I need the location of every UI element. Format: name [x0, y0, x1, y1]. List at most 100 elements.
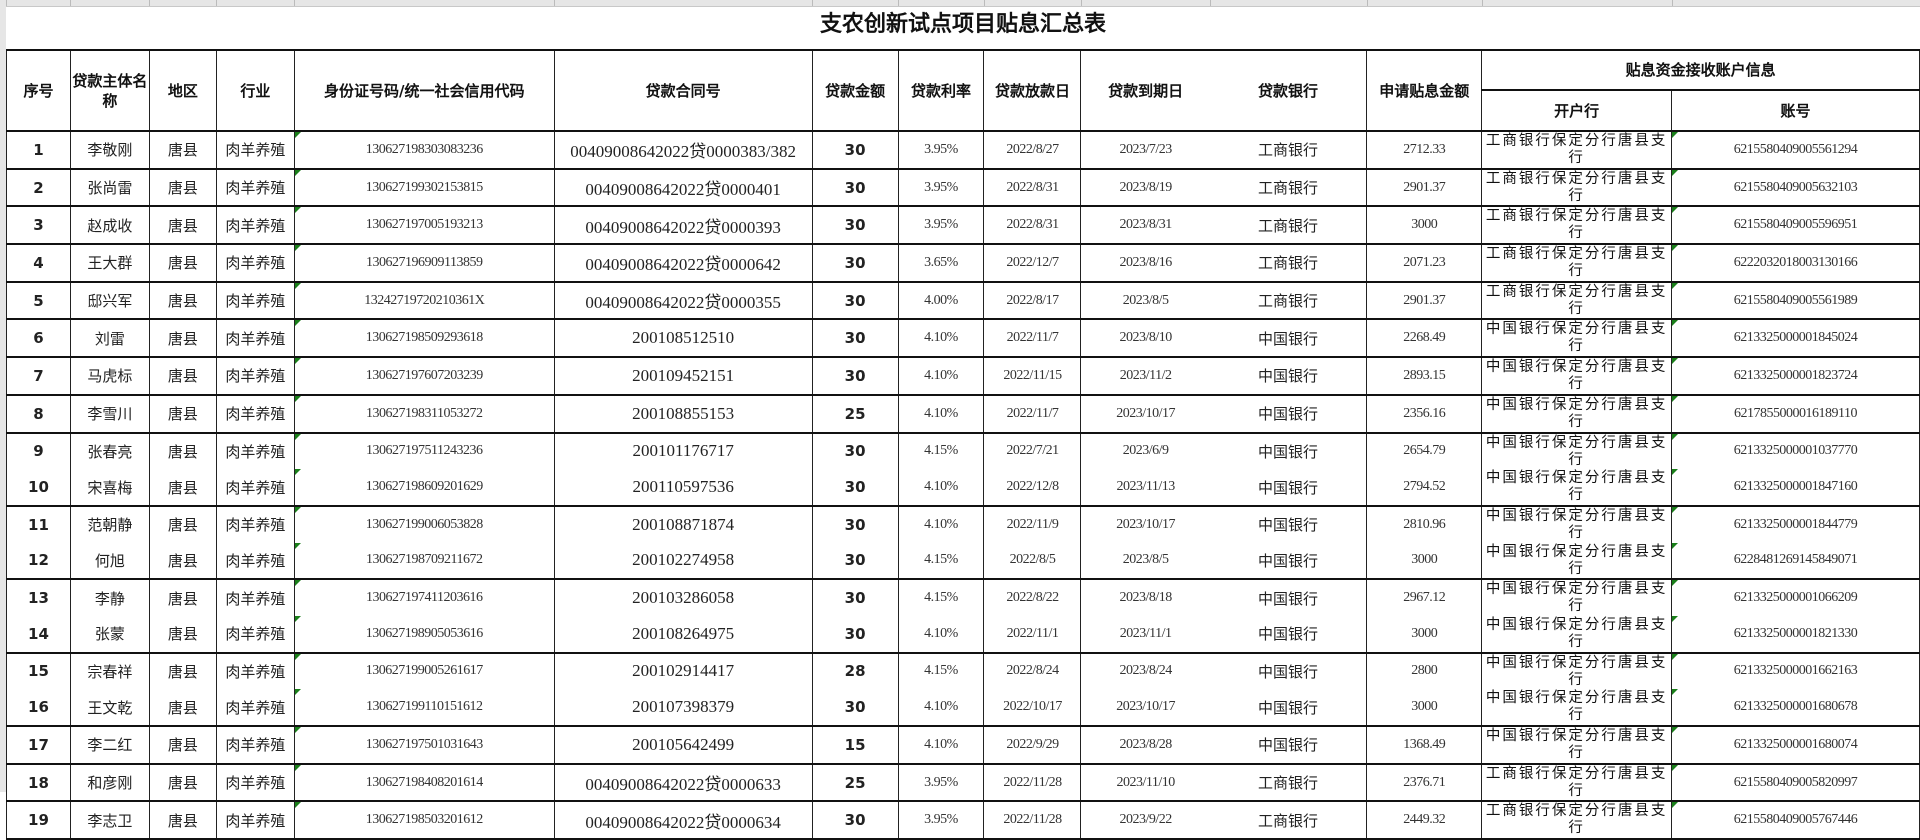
- cell-start-date[interactable]: 2022/8/31: [983, 205, 1082, 245]
- cell-subsidy[interactable]: 3000: [1366, 689, 1483, 726]
- cell-subsidy[interactable]: 2356.16: [1366, 393, 1483, 433]
- cell-id-code[interactable]: 130627197005193213: [293, 205, 555, 245]
- cell-start-date[interactable]: 2022/8/24: [983, 651, 1082, 690]
- cell-subsidy[interactable]: 2654.79: [1366, 431, 1483, 470]
- cell-amount[interactable]: 30: [811, 578, 899, 616]
- cell-id-code[interactable]: 130627199302153815: [293, 167, 555, 207]
- cell-bank[interactable]: 中国银行: [1209, 689, 1368, 726]
- cell-amount[interactable]: 15: [811, 725, 899, 764]
- cell-borrower-name[interactable]: 王大群: [69, 243, 150, 282]
- cell-rate[interactable]: 3.95%: [897, 167, 985, 207]
- cell-start-date[interactable]: 2022/9/29: [983, 725, 1082, 764]
- cell-id-code[interactable]: 130627198303083236: [293, 130, 555, 169]
- cell-open-bank[interactable]: 中国银行保定分行唐县支行: [1481, 578, 1672, 616]
- header-start-date[interactable]: 贷款放款日: [983, 49, 1082, 132]
- column-letter[interactable]: G: [851, 0, 860, 3]
- cell-start-date[interactable]: 2022/8/17: [983, 280, 1082, 320]
- cell-open-bank[interactable]: 中国银行保定分行唐县支行: [1481, 689, 1672, 726]
- cell-region[interactable]: 唐县: [148, 280, 217, 320]
- cell-account[interactable]: 6215580409005561294: [1670, 130, 1920, 169]
- cell-rate[interactable]: 4.10%: [897, 725, 985, 764]
- cell-bank[interactable]: 中国银行: [1209, 469, 1368, 506]
- cell-account[interactable]: 6213325000001845024: [1670, 318, 1920, 358]
- header-seq[interactable]: 序号: [6, 49, 71, 132]
- cell-amount[interactable]: 30: [811, 469, 899, 506]
- cell-start-date[interactable]: 2022/11/1: [983, 615, 1082, 653]
- cell-amount[interactable]: 25: [811, 762, 899, 802]
- cell-amount[interactable]: 30: [811, 542, 899, 580]
- cell-amount[interactable]: 30: [811, 504, 899, 543]
- cell-open-bank[interactable]: 中国银行保定分行唐县支行: [1481, 651, 1672, 690]
- cell-industry[interactable]: 肉羊养殖: [215, 542, 295, 580]
- cell-end-date[interactable]: 2023/8/31: [1080, 205, 1210, 245]
- cell-bank[interactable]: 中国银行: [1209, 615, 1368, 653]
- cell-open-bank[interactable]: 工商银行保定分行唐县支行: [1481, 280, 1672, 320]
- cell-region[interactable]: 唐县: [148, 469, 217, 506]
- cell-end-date[interactable]: 2023/8/10: [1080, 318, 1210, 358]
- cell-end-date[interactable]: 2023/11/13: [1080, 469, 1210, 506]
- cell-subsidy[interactable]: 3000: [1366, 205, 1483, 245]
- cell-end-date[interactable]: 2023/8/24: [1080, 651, 1210, 690]
- cell-id-code[interactable]: 130627199110151612: [293, 689, 555, 726]
- header-borrower[interactable]: 贷款主体名称: [69, 49, 150, 132]
- cell-bank[interactable]: 工商银行: [1209, 280, 1368, 320]
- header-industry[interactable]: 行业: [215, 49, 295, 132]
- cell-contract[interactable]: 200108264975: [553, 615, 813, 653]
- cell-industry[interactable]: 肉羊养殖: [215, 504, 295, 543]
- cell-seq[interactable]: 4: [6, 243, 71, 282]
- cell-start-date[interactable]: 2022/7/21: [983, 431, 1082, 470]
- cell-id-code[interactable]: 130627199005261617: [293, 651, 555, 690]
- cell-subsidy[interactable]: 2794.52: [1366, 469, 1483, 506]
- cell-borrower-name[interactable]: 赵成收: [69, 205, 150, 245]
- cell-id-code[interactable]: 13242719720210361X: [293, 280, 555, 320]
- cell-open-bank[interactable]: 中国银行保定分行唐县支行: [1481, 393, 1672, 433]
- cell-open-bank[interactable]: 中国银行保定分行唐县支行: [1481, 356, 1672, 395]
- cell-seq[interactable]: 10: [6, 469, 71, 506]
- cell-bank[interactable]: 工商银行: [1209, 762, 1368, 802]
- cell-seq[interactable]: 12: [6, 542, 71, 580]
- cell-open-bank[interactable]: 中国银行保定分行唐县支行: [1481, 431, 1672, 470]
- column-letter[interactable]: C: [179, 0, 187, 3]
- column-letter[interactable]: F: [680, 0, 687, 3]
- cell-id-code[interactable]: 130627197607203239: [293, 356, 555, 395]
- cell-open-bank[interactable]: 中国银行保定分行唐县支行: [1481, 469, 1672, 506]
- cell-end-date[interactable]: 2023/10/17: [1080, 689, 1210, 726]
- cell-subsidy[interactable]: 3000: [1366, 615, 1483, 653]
- cell-open-bank[interactable]: 工商银行保定分行唐县支行: [1481, 130, 1672, 169]
- cell-bank[interactable]: 工商银行: [1209, 800, 1368, 840]
- cell-account[interactable]: 6213325000001680678: [1670, 689, 1920, 726]
- cell-id-code[interactable]: 130627198311053272: [293, 393, 555, 433]
- cell-account[interactable]: 6213325000001662163: [1670, 651, 1920, 690]
- cell-contract[interactable]: 200102274958: [553, 542, 813, 580]
- cell-seq[interactable]: 7: [6, 356, 71, 395]
- cell-seq[interactable]: 15: [6, 651, 71, 690]
- cell-account[interactable]: 6215580409005820997: [1670, 762, 1920, 802]
- cell-start-date[interactable]: 2022/11/7: [983, 393, 1082, 433]
- cell-open-bank[interactable]: 工商银行保定分行唐县支行: [1481, 205, 1672, 245]
- cell-borrower-name[interactable]: 王文乾: [69, 689, 150, 726]
- cell-end-date[interactable]: 2023/11/2: [1080, 356, 1210, 395]
- cell-start-date[interactable]: 2022/8/31: [983, 167, 1082, 207]
- cell-open-bank[interactable]: 工商银行保定分行唐县支行: [1481, 800, 1672, 840]
- cell-contract[interactable]: 200108512510: [553, 318, 813, 358]
- cell-industry[interactable]: 肉羊养殖: [215, 243, 295, 282]
- cell-id-code[interactable]: 130627196909113859: [293, 243, 555, 282]
- cell-bank[interactable]: 工商银行: [1209, 130, 1368, 169]
- cell-end-date[interactable]: 2023/8/16: [1080, 243, 1210, 282]
- cell-industry[interactable]: 肉羊养殖: [215, 431, 295, 470]
- cell-subsidy[interactable]: 2810.96: [1366, 504, 1483, 543]
- cell-region[interactable]: 唐县: [148, 243, 217, 282]
- cell-region[interactable]: 唐县: [148, 615, 217, 653]
- cell-end-date[interactable]: 2023/11/1: [1080, 615, 1210, 653]
- cell-seq[interactable]: 17: [6, 725, 71, 764]
- cell-region[interactable]: 唐县: [148, 689, 217, 726]
- cell-end-date[interactable]: 2023/8/28: [1080, 725, 1210, 764]
- cell-start-date[interactable]: 2022/11/28: [983, 800, 1082, 840]
- cell-borrower-name[interactable]: 宗春祥: [69, 651, 150, 690]
- cell-rate[interactable]: 3.95%: [897, 130, 985, 169]
- cell-region[interactable]: 唐县: [148, 725, 217, 764]
- header-contract[interactable]: 贷款合同号: [553, 49, 813, 132]
- cell-seq[interactable]: 1: [6, 130, 71, 169]
- cell-industry[interactable]: 肉羊养殖: [215, 130, 295, 169]
- cell-open-bank[interactable]: 中国银行保定分行唐县支行: [1481, 318, 1672, 358]
